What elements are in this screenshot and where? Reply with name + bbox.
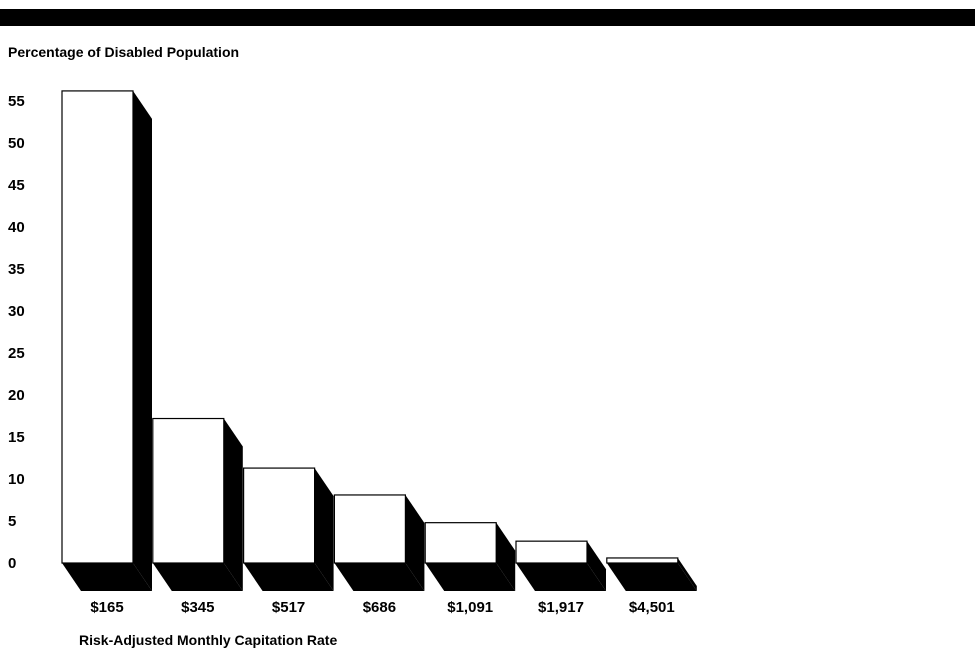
y-axis-ticks: 0 5 10 15 20 25 30 35 40 45 50 55 xyxy=(8,93,25,572)
bar-face xyxy=(152,417,225,564)
y-tick-label: 35 xyxy=(8,261,25,278)
top-banner xyxy=(0,9,975,26)
y-tick-label: 5 xyxy=(8,513,16,530)
bar-side xyxy=(677,557,697,591)
bar-side xyxy=(314,468,334,591)
bar-face xyxy=(424,522,497,564)
y-tick-label: 15 xyxy=(8,429,25,446)
x-tick-label: $517 xyxy=(272,599,305,616)
bar-side xyxy=(587,541,606,591)
y-tick-label: 30 xyxy=(8,303,25,320)
y-tick-label: 0 xyxy=(8,555,16,572)
bar-floor-shadow xyxy=(516,563,606,591)
y-tick-label: 50 xyxy=(8,135,25,152)
bar-side xyxy=(223,418,243,591)
y-tick-label: 20 xyxy=(8,387,25,404)
bar-face xyxy=(333,494,406,564)
bar-floor-shadow xyxy=(152,563,243,591)
x-tick-label: $345 xyxy=(181,599,214,616)
bar xyxy=(424,522,516,591)
x-tick-label: $1,917 xyxy=(538,599,584,616)
y-tick-label: 55 xyxy=(8,93,25,110)
y-tick-label: 40 xyxy=(8,219,25,236)
bar-floor-shadow xyxy=(62,563,152,591)
bar xyxy=(243,467,334,591)
bar-floor-shadow xyxy=(425,563,516,591)
y-tick-label: 25 xyxy=(8,345,25,362)
x-tick-label: $1,091 xyxy=(447,599,493,616)
bar-side xyxy=(496,522,516,591)
bar-floor-shadow xyxy=(243,563,334,591)
x-tick-label: $165 xyxy=(90,599,123,616)
bar xyxy=(152,417,243,591)
x-tick-label: $686 xyxy=(363,599,396,616)
bars xyxy=(61,90,697,592)
bar-side xyxy=(405,494,425,591)
bar xyxy=(333,494,425,591)
y-tick-label: 10 xyxy=(8,471,25,488)
y-tick-label: 45 xyxy=(8,177,25,194)
x-axis-ticks: $165 $345 $517 $686 $1,091 $1,917 $4,501 xyxy=(90,599,674,616)
bar-face xyxy=(243,467,316,564)
bar-floor-shadow xyxy=(606,563,697,591)
x-tick-label: $4,501 xyxy=(629,599,675,616)
bar-face xyxy=(606,557,679,564)
chart-title: Percentage of Disabled Population xyxy=(8,44,240,60)
x-axis-label: Risk-Adjusted Monthly Capitation Rate xyxy=(79,632,337,648)
bar-side xyxy=(133,90,152,592)
bar xyxy=(606,557,697,591)
bar xyxy=(515,540,606,591)
bar-face xyxy=(61,90,134,564)
bar xyxy=(61,90,152,592)
bar-face xyxy=(515,540,588,564)
bar-floor-shadow xyxy=(334,563,425,591)
